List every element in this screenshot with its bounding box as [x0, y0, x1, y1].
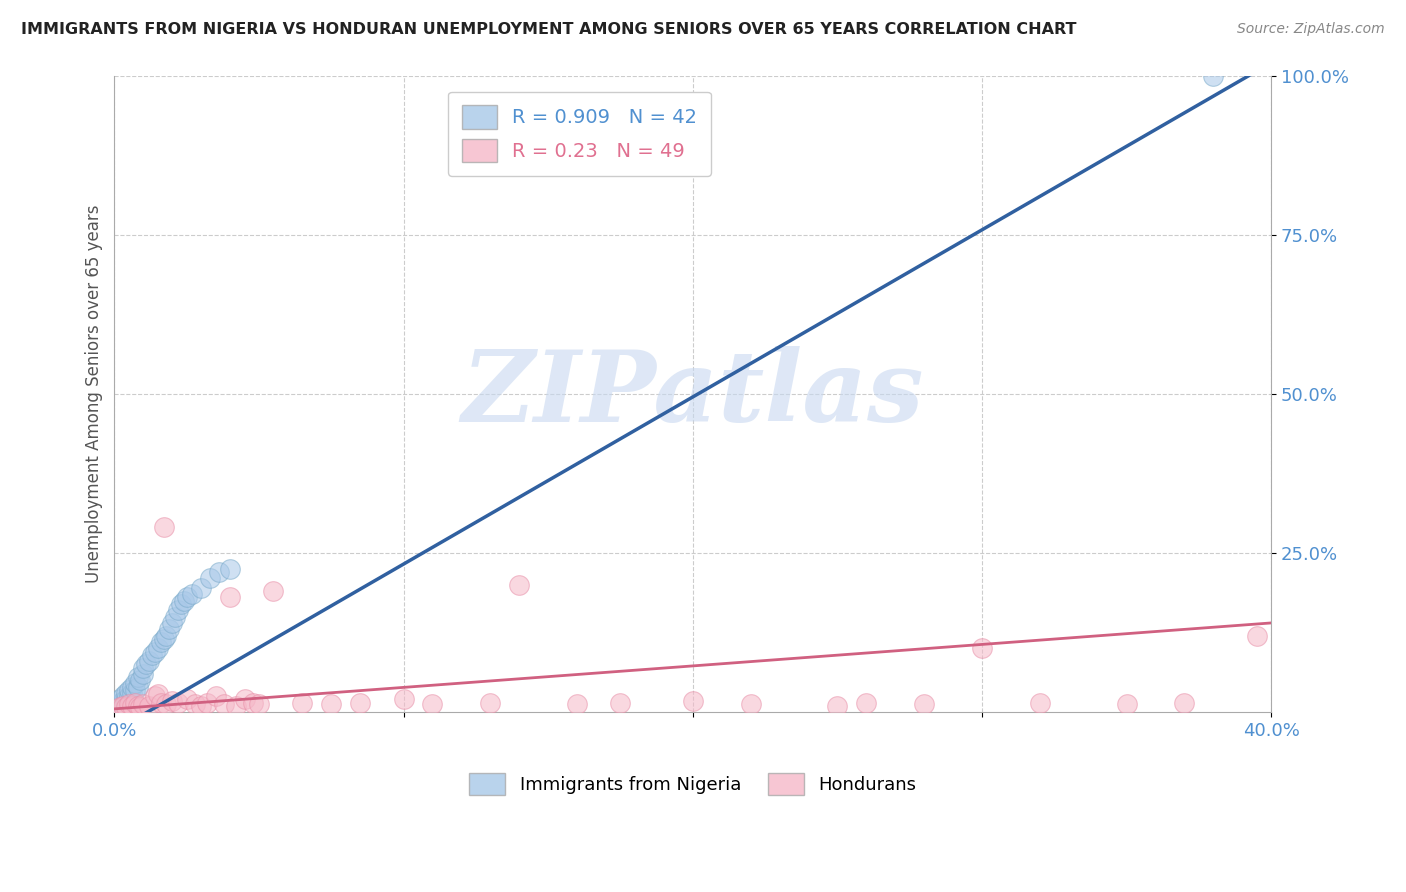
Point: [105, 702, 128, 716]
Point: [112, 698, 135, 712]
Point: [190, 698, 212, 713]
Point: [138, 654, 160, 668]
Point: [165, 609, 187, 624]
Point: [135, 657, 157, 672]
Point: [124, 676, 146, 690]
Point: [132, 666, 155, 681]
Point: [173, 593, 195, 607]
Point: [118, 698, 141, 712]
Point: [827, 698, 849, 713]
Point: [565, 698, 588, 712]
Point: [1202, 69, 1225, 83]
Text: IMMIGRANTS FROM NIGERIA VS HONDURAN UNEMPLOYMENT AMONG SENIORS OVER 65 YEARS COR: IMMIGRANTS FROM NIGERIA VS HONDURAN UNEM…: [21, 22, 1077, 37]
Point: [146, 641, 169, 656]
Point: [1115, 698, 1137, 712]
Point: [207, 565, 229, 579]
Point: [124, 682, 146, 697]
Point: [108, 692, 131, 706]
Point: [912, 698, 935, 712]
Point: [118, 682, 141, 697]
Point: [108, 700, 131, 714]
Point: [219, 562, 242, 576]
Point: [167, 696, 190, 710]
Point: [127, 698, 149, 713]
Point: [855, 696, 877, 710]
Point: [262, 584, 284, 599]
Point: [242, 696, 264, 710]
Point: [392, 692, 415, 706]
Point: [121, 698, 143, 713]
Point: [1173, 696, 1195, 710]
Point: [127, 670, 149, 684]
Legend: Immigrants from Nigeria, Hondurans: Immigrants from Nigeria, Hondurans: [461, 765, 924, 802]
Y-axis label: Unemployment Among Seniors over 65 years: Unemployment Among Seniors over 65 years: [86, 204, 103, 583]
Point: [121, 686, 143, 700]
Point: [132, 698, 155, 712]
Point: [155, 698, 177, 712]
Point: [291, 696, 314, 710]
Point: [167, 603, 190, 617]
Point: [129, 673, 152, 688]
Point: [157, 623, 180, 637]
Point: [321, 698, 343, 712]
Point: [115, 686, 138, 700]
Point: [162, 615, 184, 630]
Point: [105, 702, 128, 716]
Point: [108, 700, 131, 714]
Point: [149, 696, 172, 710]
Point: [112, 698, 135, 713]
Point: [198, 571, 221, 585]
Point: [190, 581, 212, 595]
Point: [219, 591, 242, 605]
Point: [170, 597, 193, 611]
Point: [149, 635, 172, 649]
Point: [184, 698, 207, 712]
Point: [214, 698, 236, 712]
Point: [138, 698, 160, 713]
Point: [112, 693, 135, 707]
Text: Source: ZipAtlas.com: Source: ZipAtlas.com: [1237, 22, 1385, 37]
Point: [422, 698, 444, 712]
Point: [508, 578, 530, 592]
Point: [233, 692, 256, 706]
Point: [112, 689, 135, 703]
Point: [1029, 696, 1052, 710]
Point: [176, 591, 198, 605]
Point: [162, 693, 184, 707]
Point: [682, 693, 704, 707]
Point: [127, 680, 149, 694]
Point: [204, 689, 226, 703]
Point: [225, 698, 247, 713]
Point: [970, 641, 993, 656]
Point: [141, 648, 163, 662]
Point: [115, 700, 138, 714]
Point: [181, 587, 204, 601]
Point: [143, 689, 166, 703]
Point: [143, 644, 166, 658]
Text: ZIPatlas: ZIPatlas: [461, 345, 924, 442]
Point: [152, 632, 174, 646]
Point: [121, 680, 143, 694]
Point: [609, 696, 631, 710]
Point: [129, 700, 152, 714]
Point: [124, 696, 146, 710]
Point: [108, 696, 131, 710]
Point: [105, 698, 128, 713]
Point: [152, 520, 174, 534]
Point: [118, 689, 141, 703]
Point: [115, 692, 138, 706]
Point: [247, 698, 270, 712]
Point: [349, 696, 371, 710]
Point: [146, 687, 169, 701]
Point: [1246, 629, 1268, 643]
Point: [479, 696, 502, 710]
Point: [176, 692, 198, 706]
Point: [132, 660, 155, 674]
Point: [155, 629, 177, 643]
Point: [740, 698, 762, 712]
Point: [195, 696, 218, 710]
